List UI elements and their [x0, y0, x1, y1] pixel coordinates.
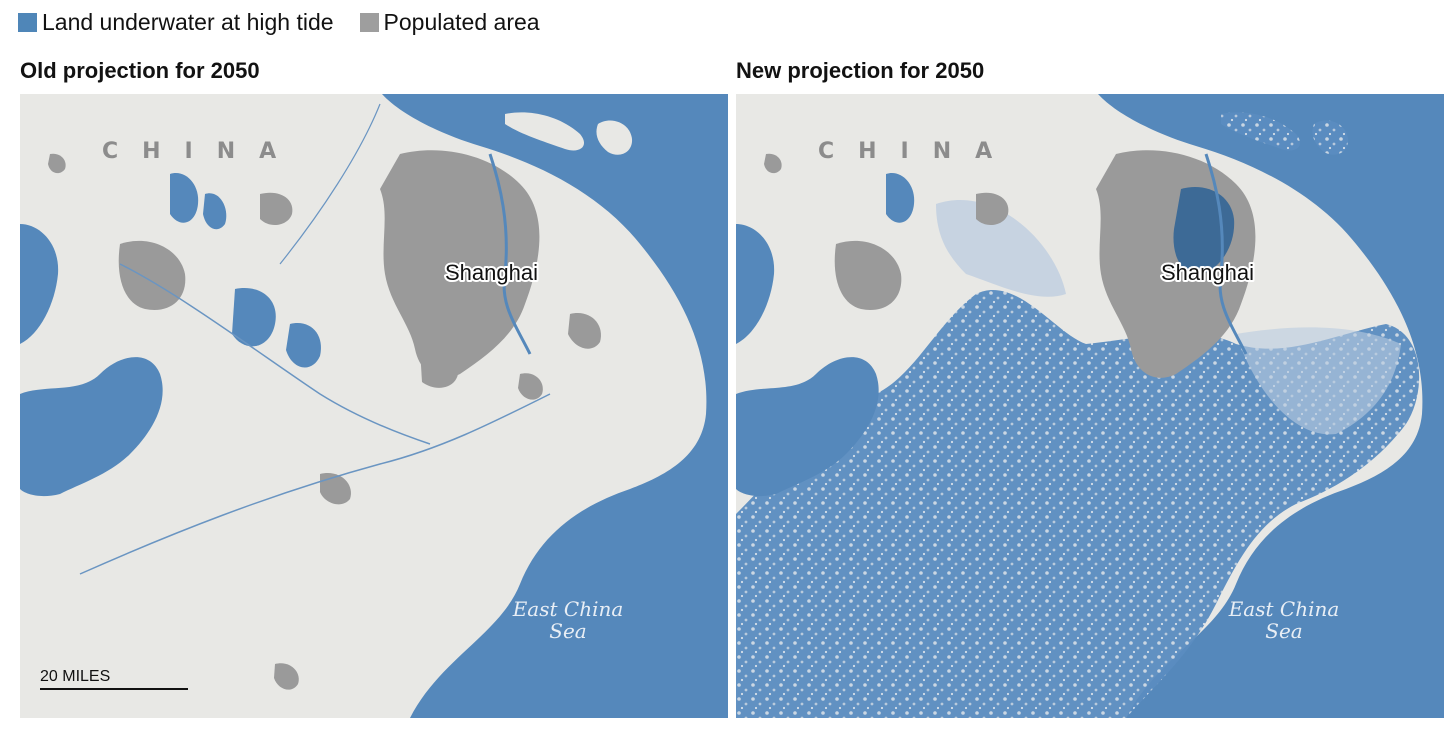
legend-item-flooded: Land underwater at high tide: [18, 9, 334, 36]
flooded-band-light: [936, 200, 1066, 297]
flooded-coast-light: [1236, 327, 1401, 435]
urban-area-2: [118, 240, 186, 310]
urban-area-9: [518, 373, 543, 400]
flooded-land-swatch: [18, 12, 37, 32]
lake-west: [736, 224, 775, 344]
map-legend: Land underwater at high tide Populated a…: [18, 8, 566, 36]
huangpu-river: [488, 153, 532, 355]
shanghai-urban-area: [380, 150, 540, 378]
urban-area-6: [568, 313, 601, 349]
legend-label-flooded: Land underwater at high tide: [42, 8, 334, 35]
huangpu-river: [1204, 153, 1248, 355]
legend-item-populated: Populated area: [359, 8, 540, 36]
new-map-svg: CHINA Shanghai East China Sea: [736, 94, 1444, 718]
canal-1: [79, 393, 551, 575]
lake-small-1: [170, 173, 199, 223]
shanghai-label: Shanghai: [445, 260, 538, 285]
lake-small-3: [232, 288, 276, 347]
island-2: [1312, 120, 1349, 155]
sea-label-line2: Sea: [549, 619, 586, 643]
shanghai-label: Shanghai: [1161, 260, 1254, 285]
country-label: CHINA: [818, 139, 1016, 164]
lake-small-4: [286, 323, 321, 368]
island-2: [596, 120, 633, 155]
scale-bar-line: [40, 688, 188, 690]
lake-west: [20, 224, 59, 344]
sea-label-line2: Sea: [1265, 619, 1302, 643]
island-1: [1221, 112, 1301, 151]
canal-2: [119, 263, 431, 445]
canal-3: [279, 103, 381, 265]
sea-label-line1: East China: [512, 597, 624, 621]
urban-area-7: [48, 153, 66, 174]
populated-area-swatch: [359, 12, 379, 32]
lake-tai: [736, 357, 879, 497]
scale-bar: 20 MILES: [40, 668, 188, 690]
urban-area-7: [764, 153, 782, 174]
legend-label-populated: Populated area: [383, 8, 540, 35]
country-label: CHINA: [102, 139, 300, 164]
old-map-svg: CHINA Shanghai East China Sea: [20, 94, 728, 718]
urban-area-8: [274, 663, 299, 690]
new-projection-map: CHINA Shanghai East China Sea: [736, 94, 1444, 718]
scale-label: 20 MILES: [40, 668, 111, 685]
lake-small-2: [203, 193, 227, 230]
lake-small-1: [886, 173, 915, 223]
urban-area-4: [420, 347, 459, 388]
urban-area-3: [260, 192, 293, 226]
urban-area-5: [320, 473, 351, 505]
new-projection-title: New projection for 2050: [736, 58, 985, 83]
lake-tai: [20, 357, 163, 497]
island-1: [505, 112, 585, 151]
flooded-land-region: [736, 289, 1420, 718]
old-projection-map: CHINA Shanghai East China Sea 20 MILES: [20, 94, 728, 718]
urban-area-2: [834, 240, 902, 310]
old-projection-title: Old projection for 2050: [20, 58, 260, 83]
sea-label-line1: East China: [1228, 597, 1340, 621]
urban-area-3: [976, 192, 1009, 226]
